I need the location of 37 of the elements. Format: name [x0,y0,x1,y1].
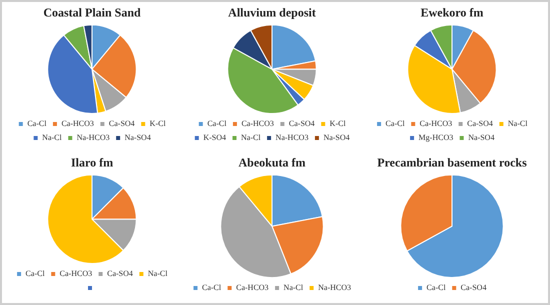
legend-label: Na-SO4 [323,133,350,142]
legend-label: Ca-SO4 [467,119,493,128]
chart-title: Coastal Plain Sand [43,5,142,20]
chart-title: Ilaro fm [70,155,114,170]
legend-label: Ca-Cl [26,269,46,278]
legend-label: Ca-HCO3 [236,283,269,292]
legend-label: Mg-HCO3 [418,133,454,142]
legend-label: Na-Cl [42,133,62,142]
legend-label: K-SO4 [203,133,226,142]
chart-title: Precambrian basement rocks [377,155,528,170]
legend-label: K-Cl [150,119,166,128]
legend-label: Ca-HCO3 [241,119,274,128]
chart-title: Alluvium deposit [228,5,316,20]
legend-label: Ca-Cl [202,283,222,292]
legend-label: Na-HCO3 [76,133,110,142]
legend-label: Na-SO4 [468,133,494,142]
legend-label: Na-Cl [284,283,304,292]
legend-label: Ca-HCO3 [420,119,452,128]
legend-label: Ca-Cl [207,119,228,128]
legend-label: Ca-Cl [386,119,406,128]
legend-label: Ca-SO4 [108,119,135,128]
legend-label: Ca-HCO3 [60,269,92,278]
legend-label: Ca-Cl [426,283,446,292]
legend-label: Ca-SO4 [288,119,315,128]
legend-label: Na-HCO3 [318,283,351,292]
legend-label: Na-Cl [148,269,168,278]
legend-label: K-Cl [330,119,346,128]
legend-label: Ca-SO4 [107,269,133,278]
legend-label: Ca-Cl [27,119,48,128]
legend-label: Na-Cl [241,133,262,142]
legend-label: Ca-SO4 [460,283,486,292]
legend-label: Na-Cl [508,119,528,128]
chart-title: Ewekoro fm [420,5,484,20]
chart-title: Abeokuta fm [238,155,306,170]
legend-label: Na-HCO3 [276,133,308,142]
legend-label: Na-SO4 [124,133,151,142]
legend-label: Ca-HCO3 [61,119,94,128]
